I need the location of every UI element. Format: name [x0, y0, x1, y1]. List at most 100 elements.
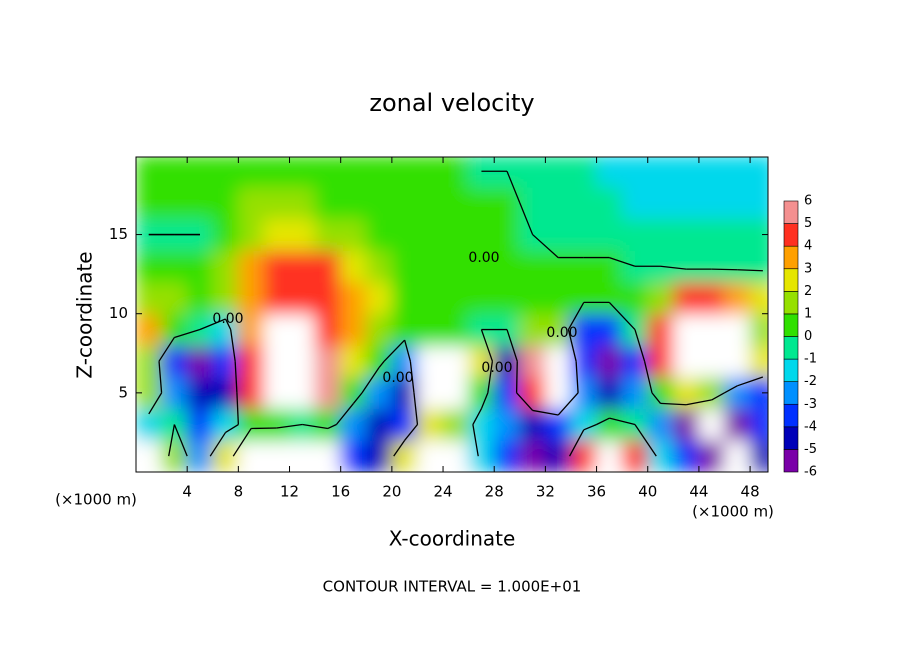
field-cell: [724, 439, 751, 472]
field-cell: [672, 281, 700, 315]
field-cell: [263, 344, 291, 378]
field-cell: [519, 157, 546, 188]
field-cell: [596, 313, 623, 346]
field-cell: [570, 281, 598, 315]
field-cell: [698, 408, 726, 441]
contour-line: [472, 408, 482, 425]
field-cell: [749, 281, 768, 315]
field-cell: [365, 281, 393, 315]
field-cell: [365, 157, 393, 188]
field-cell: [596, 218, 623, 251]
field-cell: [416, 344, 444, 378]
field-cell: [621, 281, 649, 315]
contour-line: [352, 392, 363, 404]
contour-line: [643, 361, 653, 394]
contour-line: [224, 318, 232, 330]
contour-line: [232, 428, 252, 457]
field-cell: [237, 249, 265, 283]
contour-label: 0.00: [468, 250, 499, 266]
field-cell: [289, 218, 316, 251]
field-cell: [468, 157, 495, 188]
field-cell: [724, 344, 751, 378]
field-cell: [340, 344, 367, 378]
contour-label: 0.00: [212, 311, 243, 327]
field-cell: [263, 439, 291, 472]
contour-label: 0.00: [382, 370, 413, 386]
field-cell: [672, 313, 700, 346]
field-cell: [596, 249, 623, 283]
field-cell: [493, 439, 521, 472]
field-cell: [570, 344, 598, 378]
contour-line: [378, 360, 385, 368]
contour-line: [404, 339, 411, 362]
contour-line: [472, 424, 479, 457]
contour-label: 0.00: [546, 325, 577, 341]
field-cell: [212, 249, 239, 283]
contour-line: [737, 376, 764, 387]
colorbar-swatch: [783, 403, 799, 428]
field-cell: [672, 218, 700, 251]
field-cell: [749, 218, 768, 251]
contour-line: [302, 423, 329, 430]
field-cell: [340, 408, 367, 441]
field-cell: [749, 439, 768, 472]
field-cell: [136, 344, 163, 378]
contour-line: [209, 432, 227, 457]
contour-line: [199, 318, 226, 331]
colorbar-label: 2: [804, 284, 812, 299]
field-cells: [136, 157, 768, 472]
contour-line: [230, 329, 236, 362]
field-cell: [340, 313, 367, 346]
field-cell: [289, 249, 316, 283]
contour-line: [506, 171, 521, 204]
field-cell: [493, 186, 521, 220]
field-cell: [237, 218, 265, 251]
field-cell: [749, 313, 768, 346]
field-cell: [698, 281, 726, 315]
field-cell: [314, 439, 342, 472]
contour-line: [737, 269, 763, 272]
field-cell: [263, 218, 291, 251]
field-cell: [544, 186, 572, 220]
field-cell: [212, 439, 239, 472]
field-cell: [724, 313, 751, 346]
y-unit: (×1000 m): [55, 491, 137, 509]
chart-title: zonal velocity: [369, 89, 534, 117]
field-cell: [647, 157, 674, 188]
field-cell: [647, 186, 674, 220]
field-cell: [391, 249, 418, 283]
contour-line: [609, 417, 636, 426]
field-cell: [468, 281, 495, 315]
field-cell: [186, 157, 214, 188]
field-cell: [493, 281, 521, 315]
field-cell: [621, 344, 649, 378]
field-cell: [724, 281, 751, 315]
contour-line: [711, 392, 725, 401]
colorbar-swatch: [783, 313, 799, 337]
field-cell: [570, 186, 598, 220]
field-cell: [672, 439, 700, 472]
colorbar-label: 6: [804, 194, 812, 209]
field-cell: [237, 344, 265, 378]
field-cell: [621, 439, 649, 472]
field-cell: [263, 249, 291, 283]
x-tick-label: 4: [182, 483, 192, 501]
contour-line: [532, 234, 559, 259]
x-axis-label: X-coordinate: [389, 527, 516, 551]
contour-line: [609, 256, 636, 267]
colorbar-swatch: [783, 426, 799, 450]
field-cell: [621, 186, 649, 220]
field-cell: [493, 408, 521, 441]
colorbar-label: -3: [804, 397, 817, 412]
field-cell: [136, 186, 163, 220]
x-tick-label: 44: [689, 483, 708, 501]
colorbar-swatch: [783, 200, 799, 224]
field-cell: [416, 157, 444, 188]
contour-line: [327, 423, 337, 430]
colorbar-label: -2: [804, 374, 817, 389]
colorbar-label: 0: [804, 329, 812, 344]
field-cell: [724, 157, 751, 188]
x-tick-label: 24: [433, 483, 452, 501]
field-cell: [596, 408, 623, 441]
